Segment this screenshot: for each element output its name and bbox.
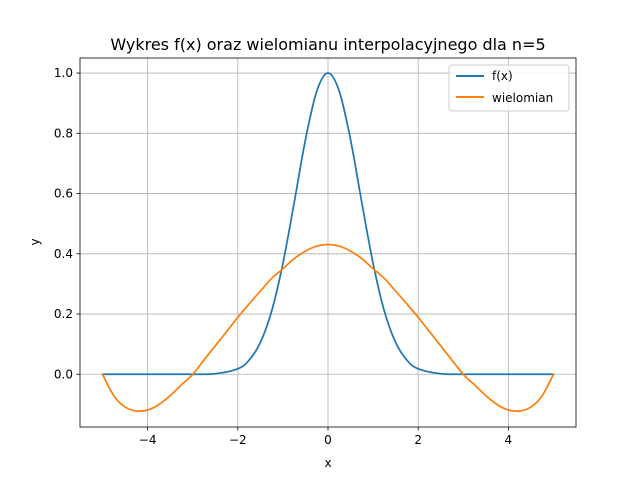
x-tick-label: −2 bbox=[229, 433, 247, 447]
series-line-fx bbox=[101, 72, 555, 376]
x-tick-label: 2 bbox=[414, 433, 422, 447]
y-tick-label: 0.6 bbox=[54, 187, 73, 201]
series-line-wielomian bbox=[101, 243, 555, 413]
y-tick-label: 0.8 bbox=[54, 126, 73, 140]
y-axis-label: y bbox=[28, 238, 42, 245]
x-tick-label: −4 bbox=[139, 433, 157, 447]
legend-label-wielomian: wielomian bbox=[492, 91, 553, 105]
x-axis-label: x bbox=[324, 456, 331, 470]
legend-label-fx: f(x) bbox=[492, 69, 513, 83]
plot-frame bbox=[79, 57, 577, 428]
y-tick-label: 0.2 bbox=[54, 307, 73, 321]
y-tick-label: 0.0 bbox=[54, 367, 73, 381]
series-layer bbox=[101, 72, 555, 413]
legend: f(x) wielomian bbox=[448, 64, 570, 112]
x-tick-label: 0 bbox=[324, 433, 332, 447]
y-tick-label: 0.4 bbox=[54, 247, 73, 261]
x-tick-label: 4 bbox=[505, 433, 513, 447]
chart-title: Wykres f(x) oraz wielomianu interpolacyj… bbox=[110, 35, 545, 54]
ticks: −4 −2 0 2 4 0.0 0.2 0.4 0.6 0.8 1.0 bbox=[54, 66, 512, 447]
y-tick-label: 1.0 bbox=[54, 66, 73, 80]
